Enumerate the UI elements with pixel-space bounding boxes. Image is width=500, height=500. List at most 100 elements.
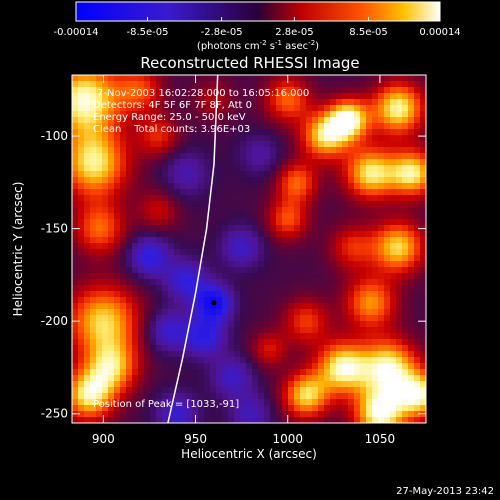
heatmap-cell — [132, 135, 139, 142]
heatmap-cell — [270, 105, 277, 112]
heatmap-cell — [414, 285, 421, 292]
heatmap-cell — [162, 303, 169, 310]
heatmap-cell — [324, 273, 331, 280]
y-axis-ticks: -100-150-200-250 — [41, 129, 426, 421]
heatmap-cell — [414, 213, 421, 220]
heatmap-cell — [162, 201, 169, 208]
heatmap-cell — [420, 327, 426, 334]
heatmap-cell — [336, 135, 343, 142]
heatmap-cell — [228, 327, 235, 334]
heatmap-cell — [366, 387, 373, 394]
heatmap-cell — [144, 357, 151, 364]
heatmap-cell — [246, 321, 253, 328]
heatmap-cell — [378, 219, 385, 226]
heatmap-cell — [168, 207, 175, 214]
colorbar-tick-label: 2.8e-05 — [275, 27, 313, 38]
heatmap-cell — [360, 255, 367, 262]
heatmap-cell — [156, 303, 163, 310]
heatmap-cell — [120, 303, 127, 310]
heatmap-cell — [186, 237, 193, 244]
heatmap-cell — [138, 417, 145, 423]
heatmap-cell — [408, 285, 415, 292]
heatmap-cell — [270, 417, 277, 423]
heatmap-cell — [72, 183, 79, 190]
heatmap-cell — [240, 393, 247, 400]
heatmap-cell — [348, 165, 355, 172]
heatmap-cell — [246, 381, 253, 388]
heatmap-cell — [204, 417, 211, 423]
heatmap-cell — [150, 219, 157, 226]
heatmap-cell — [372, 87, 379, 94]
heatmap-cell — [96, 117, 103, 124]
heatmap-cell — [138, 399, 145, 406]
heatmap-cell — [252, 207, 259, 214]
heatmap-cell — [300, 363, 307, 370]
heatmap-cell — [342, 177, 349, 184]
heatmap-cell — [72, 285, 79, 292]
heatmap-cell — [390, 375, 397, 382]
heatmap-cell — [72, 75, 79, 82]
heatmap-cell — [150, 165, 157, 172]
heatmap-cell — [300, 345, 307, 352]
heatmap-cell — [192, 183, 199, 190]
heatmap-cell — [306, 111, 313, 118]
heatmap-cell — [72, 105, 79, 112]
heatmap-cell — [84, 141, 91, 148]
heatmap-cell — [294, 159, 301, 166]
heatmap-cell — [276, 393, 283, 400]
heatmap-cell — [120, 147, 127, 154]
heatmap-cell — [270, 357, 277, 364]
heatmap-cell — [378, 273, 385, 280]
heatmap-cell — [288, 201, 295, 208]
heatmap-cell — [396, 153, 403, 160]
heatmap-cell — [414, 321, 421, 328]
heatmap-cell — [384, 75, 391, 82]
heatmap-cell — [288, 123, 295, 130]
heatmap-cell — [408, 117, 415, 124]
heatmap-cell — [342, 291, 349, 298]
heatmap-cell — [126, 123, 133, 130]
heatmap-cell — [390, 159, 397, 166]
heatmap-cell — [228, 81, 235, 88]
heatmap-cell — [282, 99, 289, 106]
heatmap-cell — [156, 357, 163, 364]
heatmap-cell — [396, 183, 403, 190]
heatmap-cell — [120, 405, 127, 412]
heatmap-cell — [222, 111, 229, 118]
heatmap-cell — [408, 261, 415, 268]
heatmap-cell — [216, 345, 223, 352]
colorbar — [75, 1, 441, 22]
heatmap-cell — [264, 363, 271, 370]
heatmap-cell — [378, 213, 385, 220]
heatmap-cell — [300, 321, 307, 328]
heatmap-cell — [258, 327, 265, 334]
heatmap-cell — [240, 291, 247, 298]
heatmap-cell — [384, 195, 391, 202]
heatmap-cell — [192, 327, 199, 334]
heatmap-cell — [342, 159, 349, 166]
annotation-detectors: Detectors: 4F 5F 6F 7F 8F, Att 0 — [93, 100, 252, 111]
heatmap-cell — [264, 171, 271, 178]
heatmap-cell — [324, 315, 331, 322]
heatmap-cell — [204, 399, 211, 406]
heatmap-cell — [102, 147, 109, 154]
heatmap-cell — [402, 363, 409, 370]
heatmap-cell — [258, 393, 265, 400]
heatmap-cell — [216, 417, 223, 423]
heatmap-cell — [378, 195, 385, 202]
heatmap-cell — [300, 309, 307, 316]
heatmap-cell — [324, 177, 331, 184]
heatmap-cell — [210, 213, 217, 220]
heatmap-cell — [192, 231, 199, 238]
heatmap-cell — [216, 249, 223, 256]
heatmap-cell — [198, 327, 205, 334]
heatmap-cell — [162, 381, 169, 388]
heatmap-cell — [228, 105, 235, 112]
heatmap-cell — [288, 87, 295, 94]
heatmap-cell — [162, 117, 169, 124]
heatmap-cell — [396, 381, 403, 388]
heatmap-cell — [402, 309, 409, 316]
heatmap-cell — [120, 333, 127, 340]
heatmap-cell — [102, 345, 109, 352]
heatmap-cell — [132, 159, 139, 166]
